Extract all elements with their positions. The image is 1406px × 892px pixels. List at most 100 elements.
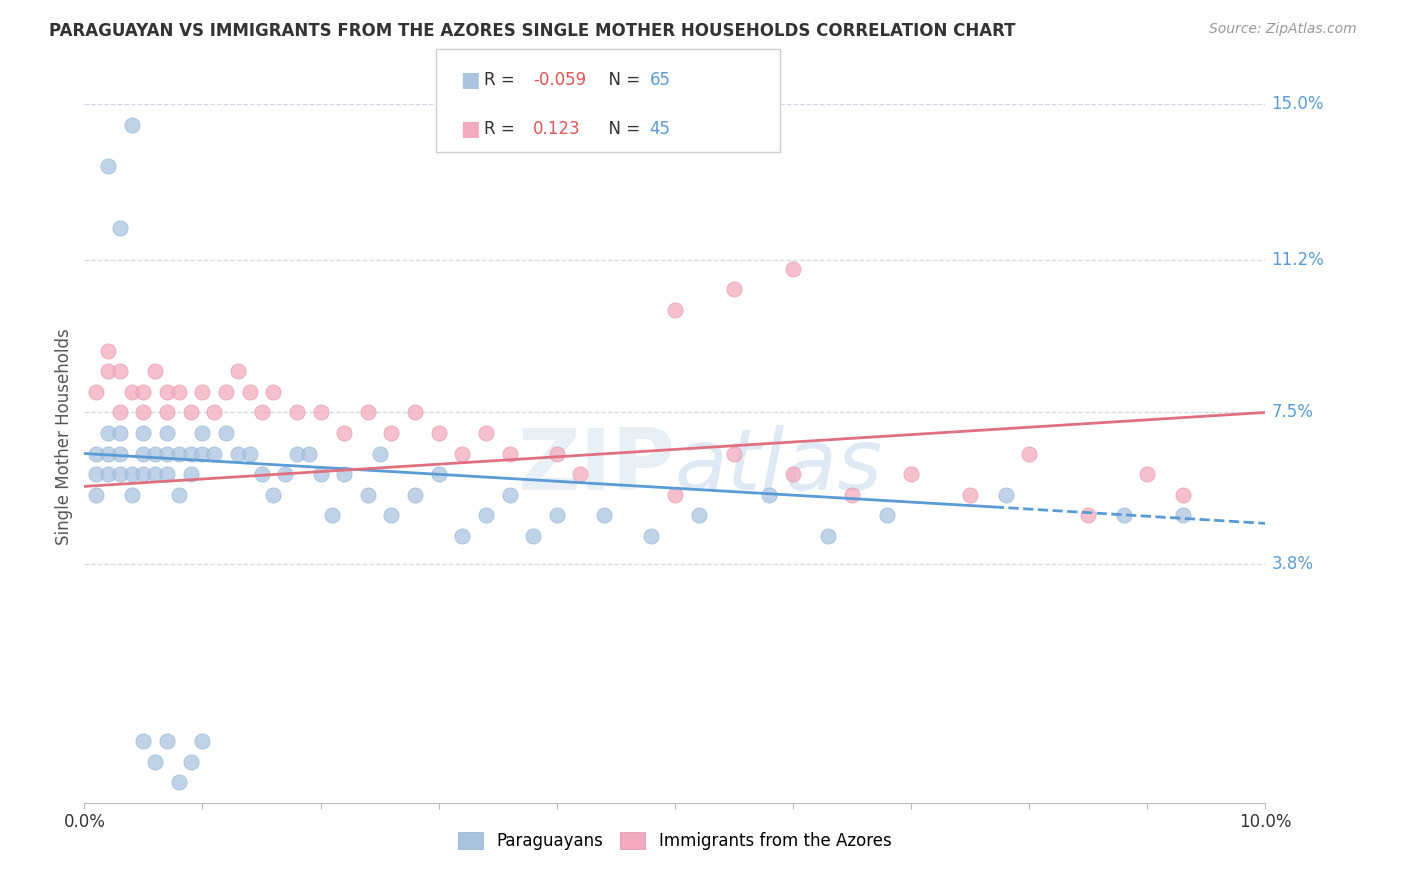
Point: [156, 734, 179, 748]
Point: [841, 487, 863, 501]
Point: [498, 446, 520, 460]
Point: [333, 425, 356, 440]
Text: R =: R =: [484, 120, 524, 138]
Point: [239, 446, 262, 460]
Point: [1112, 508, 1135, 523]
Point: [108, 220, 131, 235]
Point: [121, 118, 143, 132]
Point: [191, 446, 214, 460]
Point: [274, 467, 297, 481]
Point: [723, 446, 745, 460]
Point: [1171, 487, 1194, 501]
Point: [226, 364, 249, 378]
Point: [180, 467, 202, 481]
Point: [404, 405, 426, 419]
Point: [758, 487, 780, 501]
Text: N =: N =: [598, 120, 645, 138]
Point: [427, 467, 450, 481]
Point: [132, 467, 155, 481]
Point: [108, 405, 131, 419]
Point: [451, 446, 474, 460]
Point: [357, 487, 380, 501]
Text: ■: ■: [460, 70, 479, 90]
Point: [380, 508, 402, 523]
Text: 45: 45: [650, 120, 671, 138]
Point: [143, 755, 166, 769]
Text: ZIP: ZIP: [517, 425, 675, 508]
Point: [357, 405, 380, 419]
Point: [994, 487, 1017, 501]
Legend: Paraguayans, Immigrants from the Azores: Paraguayans, Immigrants from the Azores: [451, 825, 898, 856]
Point: [97, 446, 120, 460]
Point: [215, 384, 238, 399]
Text: atlas: atlas: [675, 425, 883, 508]
Point: [664, 302, 686, 317]
Text: R =: R =: [484, 71, 520, 89]
Point: [309, 405, 332, 419]
Point: [782, 467, 804, 481]
Text: PARAGUAYAN VS IMMIGRANTS FROM THE AZORES SINGLE MOTHER HOUSEHOLDS CORRELATION CH: PARAGUAYAN VS IMMIGRANTS FROM THE AZORES…: [49, 22, 1015, 40]
Point: [121, 384, 143, 399]
Text: 0.123: 0.123: [533, 120, 581, 138]
Point: [569, 467, 592, 481]
Point: [156, 467, 179, 481]
Point: [498, 487, 520, 501]
Point: [108, 364, 131, 378]
Point: [84, 467, 107, 481]
Point: [108, 446, 131, 460]
Point: [97, 467, 120, 481]
Point: [84, 446, 107, 460]
Point: [97, 343, 120, 358]
Point: [143, 446, 166, 460]
Point: [876, 508, 898, 523]
Point: [191, 384, 214, 399]
Point: [817, 529, 839, 543]
Point: [156, 405, 179, 419]
Point: [640, 529, 662, 543]
Point: [84, 384, 107, 399]
Point: [900, 467, 922, 481]
Point: [191, 734, 214, 748]
Point: [688, 508, 710, 523]
Point: [132, 405, 155, 419]
Point: [321, 508, 343, 523]
Point: [180, 755, 202, 769]
Point: [167, 446, 190, 460]
Point: [132, 384, 155, 399]
Text: 11.2%: 11.2%: [1271, 252, 1324, 269]
Point: [309, 467, 332, 481]
Point: [108, 467, 131, 481]
Point: [167, 384, 190, 399]
Point: [250, 405, 273, 419]
Point: [285, 405, 308, 419]
Point: [959, 487, 981, 501]
Point: [451, 529, 474, 543]
Text: Source: ZipAtlas.com: Source: ZipAtlas.com: [1209, 22, 1357, 37]
Point: [1136, 467, 1159, 481]
Point: [97, 159, 120, 173]
Point: [156, 425, 179, 440]
Point: [143, 364, 166, 378]
Point: [156, 384, 179, 399]
Point: [298, 446, 321, 460]
Text: 65: 65: [650, 71, 671, 89]
Point: [180, 405, 202, 419]
Point: [84, 487, 107, 501]
Point: [333, 467, 356, 481]
Point: [522, 529, 544, 543]
Point: [546, 446, 568, 460]
Point: [239, 384, 262, 399]
Point: [121, 487, 143, 501]
Point: [782, 261, 804, 276]
Point: [368, 446, 391, 460]
Point: [1171, 508, 1194, 523]
Point: [250, 467, 273, 481]
Point: [475, 508, 498, 523]
Point: [108, 425, 131, 440]
Point: [156, 446, 179, 460]
Text: N =: N =: [598, 71, 645, 89]
Point: [546, 508, 568, 523]
Point: [191, 425, 214, 440]
Y-axis label: Single Mother Households: Single Mother Households: [55, 329, 73, 545]
Point: [132, 734, 155, 748]
